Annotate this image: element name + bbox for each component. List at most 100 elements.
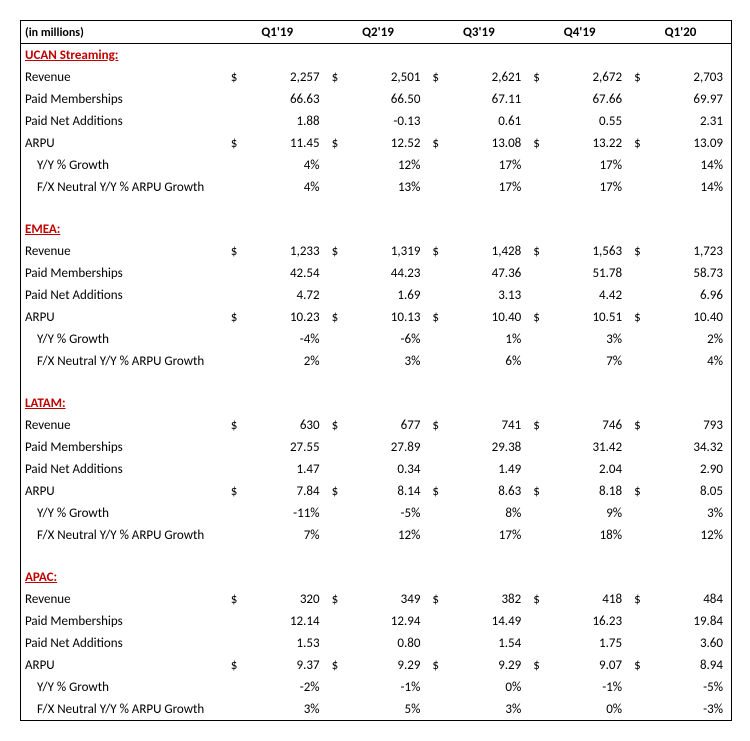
currency-symbol bbox=[630, 698, 646, 720]
cell-value: 7% bbox=[243, 524, 327, 546]
table-row: Revenue$630$677$741$746$793 bbox=[21, 414, 731, 436]
currency-symbol bbox=[428, 110, 444, 132]
spacer-row bbox=[21, 546, 731, 566]
currency-symbol bbox=[428, 350, 444, 372]
currency-symbol bbox=[630, 88, 646, 110]
row-label: ARPU bbox=[21, 654, 227, 676]
currency-symbol: $ bbox=[328, 132, 344, 154]
cell-value: 418 bbox=[546, 588, 630, 610]
cell-value: 349 bbox=[344, 588, 428, 610]
currency-symbol bbox=[529, 698, 545, 720]
currency-symbol bbox=[428, 458, 444, 480]
col-header: Q3'19 bbox=[428, 21, 529, 44]
col-header: Q4'19 bbox=[529, 21, 630, 44]
currency-symbol: $ bbox=[630, 414, 646, 436]
financial-table: (in millions) Q1'19 Q2'19 Q3'19 Q4'19 Q1… bbox=[21, 21, 731, 720]
cell-value: 2,703 bbox=[647, 66, 731, 88]
table-row: Y/Y % Growth-11%-5%8%9%3% bbox=[21, 502, 731, 524]
cell-value: 2.90 bbox=[647, 458, 731, 480]
currency-symbol: $ bbox=[328, 654, 344, 676]
cell-value: 13.09 bbox=[647, 132, 731, 154]
table-row: ARPU$11.45$12.52$13.08$13.22$13.09 bbox=[21, 132, 731, 154]
cell-value: 3% bbox=[445, 698, 529, 720]
table-row: Revenue$320$349$382$418$484 bbox=[21, 588, 731, 610]
table-row: Revenue$1,233$1,319$1,428$1,563$1,723 bbox=[21, 240, 731, 262]
currency-symbol bbox=[227, 610, 243, 632]
section-header-row: LATAM: bbox=[21, 392, 731, 414]
currency-symbol: $ bbox=[428, 480, 444, 502]
cell-value: 3.60 bbox=[647, 632, 731, 654]
row-label: Y/Y % Growth bbox=[21, 328, 227, 350]
currency-symbol bbox=[227, 176, 243, 198]
cell-value: 0% bbox=[546, 698, 630, 720]
currency-symbol: $ bbox=[428, 306, 444, 328]
cell-value: 47.36 bbox=[445, 262, 529, 284]
currency-symbol: $ bbox=[328, 588, 344, 610]
row-label: Y/Y % Growth bbox=[21, 676, 227, 698]
currency-symbol bbox=[630, 110, 646, 132]
currency-symbol bbox=[529, 676, 545, 698]
currency-symbol bbox=[630, 436, 646, 458]
table-row: Paid Net Additions4.721.693.134.426.96 bbox=[21, 284, 731, 306]
cell-value: 4% bbox=[243, 154, 327, 176]
cell-value: 12% bbox=[647, 524, 731, 546]
cell-value: 8.05 bbox=[647, 480, 731, 502]
cell-value: 2,257 bbox=[243, 66, 327, 88]
cell-value: 9.29 bbox=[445, 654, 529, 676]
cell-value: 12% bbox=[344, 524, 428, 546]
currency-symbol: $ bbox=[227, 240, 243, 262]
currency-symbol: $ bbox=[529, 588, 545, 610]
cell-value: 13.22 bbox=[546, 132, 630, 154]
currency-symbol: $ bbox=[227, 588, 243, 610]
currency-symbol bbox=[428, 610, 444, 632]
currency-symbol: $ bbox=[428, 588, 444, 610]
financial-table-container: (in millions) Q1'19 Q2'19 Q3'19 Q4'19 Q1… bbox=[20, 20, 732, 721]
cell-value: 31.42 bbox=[546, 436, 630, 458]
currency-symbol: $ bbox=[227, 480, 243, 502]
currency-symbol: $ bbox=[630, 132, 646, 154]
table-row: F/X Neutral Y/Y % ARPU Growth3%5%3%0%-3% bbox=[21, 698, 731, 720]
table-row: Y/Y % Growth4%12%17%17%14% bbox=[21, 154, 731, 176]
currency-symbol bbox=[529, 502, 545, 524]
row-label: Paid Net Additions bbox=[21, 458, 227, 480]
currency-symbol bbox=[529, 350, 545, 372]
currency-symbol: $ bbox=[630, 588, 646, 610]
cell-value: -0.13 bbox=[344, 110, 428, 132]
cell-value: 1,563 bbox=[546, 240, 630, 262]
currency-symbol bbox=[428, 328, 444, 350]
currency-symbol bbox=[428, 176, 444, 198]
row-label: Paid Net Additions bbox=[21, 284, 227, 306]
cell-value: 8.63 bbox=[445, 480, 529, 502]
cell-value: 1% bbox=[445, 328, 529, 350]
currency-symbol bbox=[630, 154, 646, 176]
row-label: ARPU bbox=[21, 306, 227, 328]
cell-value: -5% bbox=[647, 676, 731, 698]
table-row: Revenue$2,257$2,501$2,621$2,672$2,703 bbox=[21, 66, 731, 88]
currency-symbol bbox=[227, 632, 243, 654]
cell-value: 12% bbox=[344, 154, 428, 176]
row-label: Revenue bbox=[21, 240, 227, 262]
cell-value: 741 bbox=[445, 414, 529, 436]
cell-value: 1.54 bbox=[445, 632, 529, 654]
cell-value: 9.29 bbox=[344, 654, 428, 676]
cell-value: 1.53 bbox=[243, 632, 327, 654]
cell-value: 10.40 bbox=[647, 306, 731, 328]
table-row: Paid Net Additions1.470.341.492.042.90 bbox=[21, 458, 731, 480]
cell-value: 66.63 bbox=[243, 88, 327, 110]
table-row: Paid Net Additions1.530.801.541.753.60 bbox=[21, 632, 731, 654]
currency-symbol bbox=[328, 676, 344, 698]
cell-value: 4% bbox=[243, 176, 327, 198]
currency-symbol bbox=[328, 350, 344, 372]
currency-symbol bbox=[529, 632, 545, 654]
cell-value: 14.49 bbox=[445, 610, 529, 632]
currency-symbol: $ bbox=[529, 240, 545, 262]
cell-value: 6% bbox=[445, 350, 529, 372]
currency-symbol bbox=[630, 176, 646, 198]
cell-value: 3.13 bbox=[445, 284, 529, 306]
cell-value: 17% bbox=[445, 154, 529, 176]
currency-symbol: $ bbox=[227, 414, 243, 436]
cell-value: 746 bbox=[546, 414, 630, 436]
cell-value: 484 bbox=[647, 588, 731, 610]
row-label: Paid Memberships bbox=[21, 262, 227, 284]
cell-value: 27.55 bbox=[243, 436, 327, 458]
